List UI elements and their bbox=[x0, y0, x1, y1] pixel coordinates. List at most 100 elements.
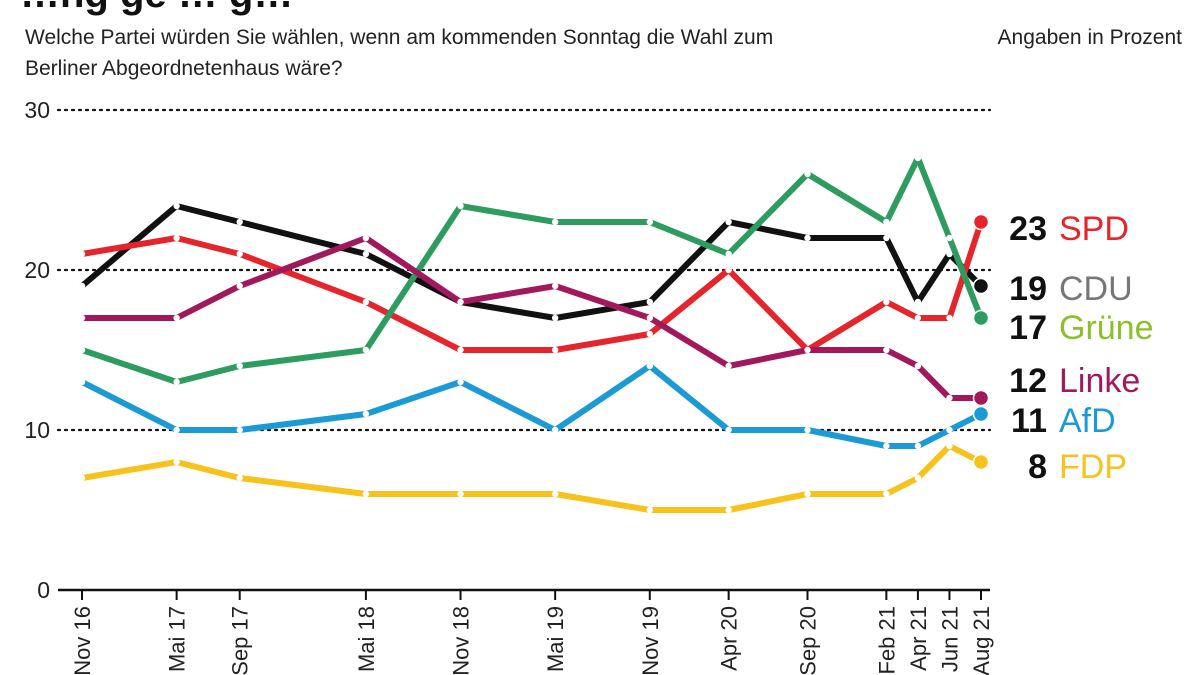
end-series-name-label: AfD bbox=[1059, 402, 1116, 440]
series-fdp bbox=[78, 442, 990, 514]
end-series-name-label: FDP bbox=[1059, 448, 1127, 486]
data-point-marker bbox=[646, 218, 653, 226]
data-point-marker bbox=[362, 234, 370, 242]
end-point-marker bbox=[972, 389, 990, 407]
data-point-marker bbox=[362, 298, 370, 306]
data-point-marker bbox=[78, 378, 86, 386]
data-point-marker bbox=[78, 250, 86, 258]
data-point-marker bbox=[883, 298, 890, 306]
data-point-marker bbox=[457, 202, 464, 210]
data-point-marker bbox=[457, 490, 464, 498]
data-point-marker bbox=[173, 458, 180, 466]
series-line-afd bbox=[79, 363, 984, 449]
data-point-marker bbox=[457, 298, 464, 306]
data-point-marker bbox=[804, 170, 811, 178]
data-point-marker bbox=[646, 330, 653, 338]
end-series-name-label: Linke bbox=[1059, 362, 1140, 400]
data-point-marker bbox=[883, 346, 890, 354]
data-point-marker bbox=[883, 218, 890, 226]
series-afd bbox=[78, 362, 990, 450]
data-point-marker bbox=[457, 346, 464, 354]
x-tick-label: Nov 18 bbox=[449, 606, 474, 675]
data-point-marker bbox=[78, 346, 86, 354]
data-point-marker bbox=[883, 490, 890, 498]
data-point-marker bbox=[236, 474, 243, 482]
data-point-marker bbox=[914, 442, 922, 450]
data-point-marker bbox=[914, 474, 922, 482]
data-point-marker bbox=[173, 426, 180, 434]
data-point-marker bbox=[236, 282, 243, 290]
end-point-marker bbox=[972, 405, 990, 423]
data-point-marker bbox=[914, 362, 922, 370]
data-point-marker bbox=[725, 506, 732, 514]
data-point-marker bbox=[551, 490, 559, 498]
end-point-marker bbox=[972, 309, 990, 327]
data-point-marker bbox=[725, 426, 732, 434]
data-point-marker bbox=[236, 426, 243, 434]
data-point-marker bbox=[173, 378, 180, 386]
end-point-marker bbox=[972, 453, 990, 471]
gridlines bbox=[56, 108, 992, 432]
series-lines bbox=[78, 154, 990, 514]
data-point-marker bbox=[946, 426, 953, 434]
data-point-marker bbox=[946, 442, 953, 450]
data-point-marker bbox=[883, 234, 890, 242]
end-point-marker bbox=[972, 213, 990, 231]
y-tick-label: 20 bbox=[24, 257, 50, 283]
series-line-fdp bbox=[79, 443, 984, 513]
end-value-label: 12 bbox=[1009, 362, 1047, 400]
data-point-marker bbox=[725, 266, 732, 274]
data-point-marker bbox=[646, 362, 653, 370]
x-tick-label: Nov 19 bbox=[638, 606, 663, 675]
data-point-marker bbox=[362, 346, 370, 354]
data-point-marker bbox=[646, 298, 653, 306]
end-value-label: 23 bbox=[1009, 210, 1047, 248]
end-value-label: 11 bbox=[1011, 402, 1047, 440]
data-point-marker bbox=[804, 234, 811, 242]
data-point-marker bbox=[946, 250, 953, 258]
data-point-marker bbox=[551, 346, 559, 354]
end-value-label: 17 bbox=[1009, 309, 1047, 347]
data-point-marker bbox=[725, 218, 732, 226]
x-tick-label: Mai 18 bbox=[354, 606, 379, 672]
data-point-marker bbox=[914, 314, 922, 322]
data-point-marker bbox=[914, 298, 922, 306]
data-point-marker bbox=[946, 234, 953, 242]
axes: 0 10 20 30 Nov 16 Mai 17 Sep 17 Mai 18 Nov 18 Mai… bbox=[24, 97, 994, 675]
series-grüne bbox=[78, 154, 990, 386]
data-point-marker bbox=[946, 394, 953, 402]
data-point-marker bbox=[883, 442, 890, 450]
unit-note: Angaben in Prozent bbox=[997, 26, 1182, 49]
data-point-marker bbox=[362, 250, 370, 258]
y-tick-label: 30 bbox=[24, 97, 50, 123]
data-point-marker bbox=[173, 314, 180, 322]
x-tick-label: Apr 20 bbox=[717, 606, 742, 671]
chart-question: Welche Partei würden Sie wählen, wenn am… bbox=[25, 26, 774, 80]
data-point-marker bbox=[236, 362, 243, 370]
y-tick-label: 10 bbox=[24, 417, 50, 443]
data-point-marker bbox=[236, 218, 243, 226]
end-labels: 19 CDU 23 SPD 17 Grüne 12 Linke 11 AfD 8 FDP bbox=[1009, 210, 1153, 486]
data-point-marker bbox=[551, 314, 559, 322]
end-series-name-label: Grüne bbox=[1059, 309, 1154, 347]
data-point-marker bbox=[804, 426, 811, 434]
data-point-marker bbox=[78, 282, 86, 290]
x-tick-label: Aug 21 bbox=[969, 606, 994, 675]
data-point-marker bbox=[78, 314, 86, 322]
end-series-name-label: CDU bbox=[1059, 270, 1133, 308]
data-point-marker bbox=[914, 154, 922, 162]
x-tick-label: Jun 21 bbox=[937, 606, 962, 672]
data-point-marker bbox=[946, 314, 953, 322]
x-tick-label: Mai 19 bbox=[543, 606, 568, 672]
end-point-marker bbox=[972, 277, 990, 295]
data-point-marker bbox=[173, 202, 180, 210]
series-cdu bbox=[78, 202, 990, 322]
x-tick-label: Nov 16 bbox=[70, 606, 95, 675]
data-point-marker bbox=[457, 378, 464, 386]
chart-title: …ng ge … g… bbox=[20, 0, 293, 17]
data-point-marker bbox=[725, 362, 732, 370]
data-point-marker bbox=[804, 346, 811, 354]
series-line-spd bbox=[79, 219, 984, 353]
data-point-marker bbox=[362, 410, 370, 418]
data-point-marker bbox=[551, 426, 559, 434]
